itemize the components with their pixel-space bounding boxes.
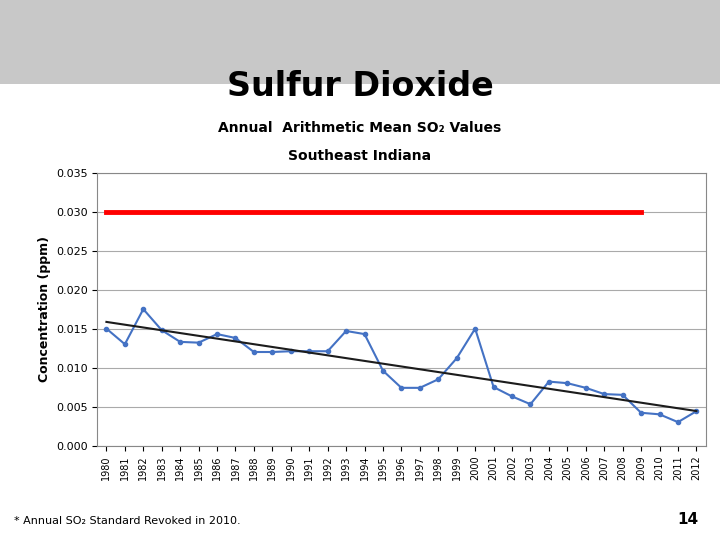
Text: Sulfur Dioxide: Sulfur Dioxide bbox=[227, 70, 493, 103]
Text: 14: 14 bbox=[678, 511, 698, 526]
Text: * Annual SO₂ Standard Revoked in 2010.: * Annual SO₂ Standard Revoked in 2010. bbox=[14, 516, 241, 526]
Text: Southeast Indiana: Southeast Indiana bbox=[289, 148, 431, 163]
Y-axis label: Concentration (ppm): Concentration (ppm) bbox=[38, 236, 51, 382]
Text: Annual  Arithmetic Mean SO₂ Values: Annual Arithmetic Mean SO₂ Values bbox=[218, 122, 502, 136]
